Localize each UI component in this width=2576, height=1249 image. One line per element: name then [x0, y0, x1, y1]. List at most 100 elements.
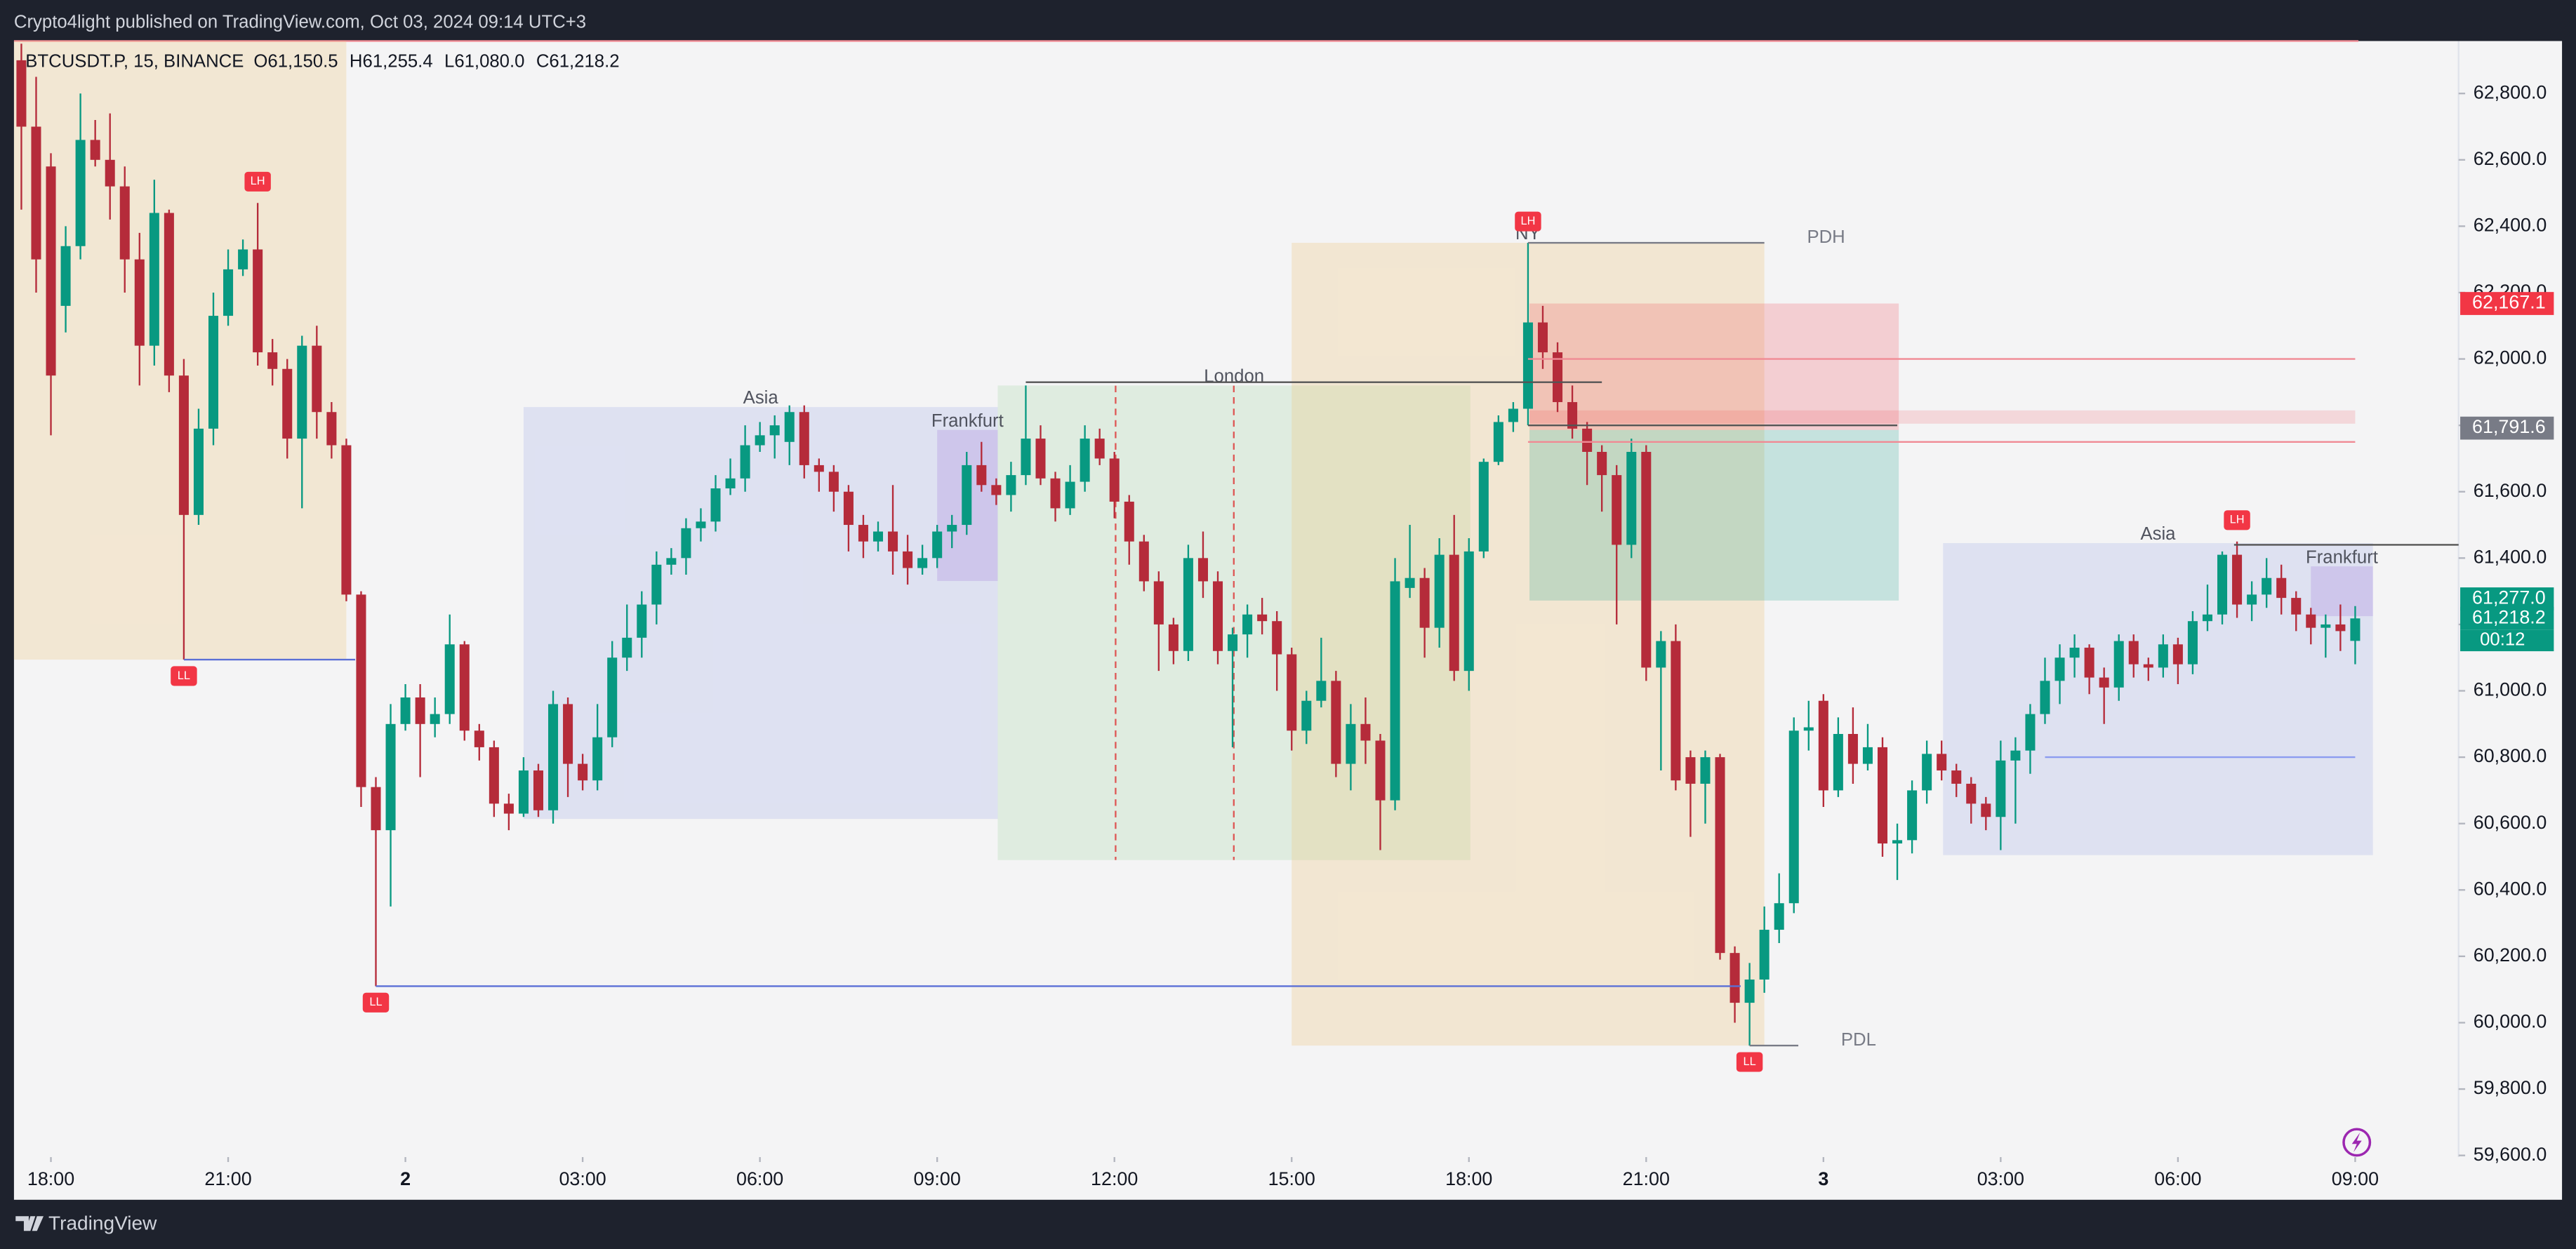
- candle-body: [814, 465, 824, 472]
- candle-body: [1553, 352, 1563, 403]
- candle-body: [2158, 644, 2168, 668]
- candle-body: [2084, 648, 2094, 678]
- legend: BTCUSDT.P, 15, BINANCE O 61,150.5 H 61,255.4…: [25, 52, 619, 72]
- candle-body: [2069, 648, 2080, 658]
- x-tick-label: 15:00: [1268, 1168, 1315, 1189]
- candle-body: [60, 246, 71, 306]
- candle-body: [518, 770, 529, 814]
- candle-body: [1197, 558, 1208, 582]
- price-tag-label: 61,277.0: [2472, 587, 2546, 608]
- candle-body: [769, 425, 780, 436]
- candle-body: [681, 528, 691, 559]
- publisher: Crypto4light published on TradingView.co…: [14, 13, 586, 32]
- candle-body: [1080, 439, 1090, 482]
- countdown-bg: [2460, 629, 2554, 652]
- overlays: AsiaFrankfurtLondonNYAsiaFrankfurtPDHPDL…: [171, 171, 2554, 1072]
- candle-body: [1818, 700, 1828, 791]
- candle-body: [1567, 402, 1578, 429]
- candle-body: [267, 352, 278, 369]
- candle-body: [16, 60, 27, 127]
- candle-body: [193, 428, 204, 515]
- candle-body: [2113, 641, 2124, 688]
- candle-body: [489, 747, 499, 804]
- candle-body: [208, 316, 219, 429]
- candle-body: [1612, 475, 1622, 545]
- replay-icon: [2342, 1128, 2372, 1157]
- session-zone: [13, 41, 347, 660]
- legend-value: 61,255.4: [363, 52, 433, 72]
- candle-body: [1597, 451, 1607, 476]
- swing-label: LH: [2230, 514, 2245, 526]
- candle-body: [90, 140, 100, 160]
- candle-body: [947, 525, 957, 532]
- candle-body: [725, 478, 736, 489]
- candle-body: [666, 558, 677, 565]
- candle-body: [1744, 979, 1755, 1003]
- session-zone: [1529, 410, 2356, 424]
- candle-body: [1996, 760, 2006, 817]
- candle-body: [1922, 754, 1932, 791]
- candle-body: [1803, 727, 1814, 731]
- candle-body: [1272, 621, 1282, 655]
- candle-body: [46, 166, 56, 376]
- candle-body: [917, 558, 928, 568]
- candle-body: [1892, 840, 1903, 844]
- candle-body: [1242, 614, 1253, 635]
- swing-label: LH: [251, 175, 265, 187]
- legend-key: H: [350, 52, 363, 72]
- x-tick-label: 12:00: [1091, 1168, 1138, 1189]
- symbol: BTCUSDT.P, 15, BINANCE: [25, 52, 244, 72]
- candle-body: [2187, 621, 2198, 664]
- candle-body: [1877, 747, 1888, 844]
- swing-label: LL: [369, 996, 382, 1008]
- candle-body: [2291, 598, 2302, 615]
- candle-body: [1168, 624, 1179, 651]
- legend-value: 61,080.0: [454, 52, 524, 72]
- candle-body: [872, 531, 884, 542]
- candle-body: [105, 159, 115, 187]
- candle-body: [1419, 577, 1430, 628]
- x-tick-label: 3: [1818, 1168, 1828, 1189]
- candle-body: [2099, 677, 2109, 688]
- candle-body: [828, 472, 839, 492]
- price-tag: [2460, 416, 2554, 440]
- swing-badge: [2224, 510, 2250, 530]
- candle-body: [563, 704, 573, 764]
- x-tick-label: 03:00: [1977, 1168, 2024, 1189]
- candle-body: [2128, 641, 2139, 664]
- candle-body: [1685, 757, 1696, 784]
- x-tick-label: 21:00: [1623, 1168, 1670, 1189]
- candle-body: [1138, 541, 1149, 582]
- candle-body: [2276, 577, 2287, 599]
- candle-body: [1360, 723, 1371, 741]
- swing-badge: [1736, 1052, 1763, 1072]
- level-label: PDH: [1807, 227, 1845, 247]
- chart-area: [13, 41, 2563, 1200]
- session-label: Frankfurt: [2306, 547, 2378, 567]
- candle-body: [1759, 930, 1770, 980]
- x-tick-label: 18:00: [1445, 1168, 1492, 1189]
- candles: [16, 44, 2361, 1046]
- x-tick-label: 09:00: [2332, 1168, 2379, 1189]
- candle-body: [341, 445, 352, 595]
- candle-body: [503, 803, 514, 814]
- candle-body: [710, 488, 721, 522]
- price-tag-label: 61,791.6: [2472, 416, 2546, 437]
- y-tick-label: 62,400.0: [2474, 214, 2547, 235]
- candle-body: [1301, 700, 1312, 731]
- legend-value: 61,150.5: [267, 52, 338, 72]
- candle-body: [1862, 747, 1873, 764]
- candle-body: [843, 491, 854, 526]
- candle-body: [312, 345, 322, 413]
- candle-body: [371, 787, 381, 831]
- candle-body: [1183, 558, 1193, 651]
- candle-body: [533, 770, 544, 810]
- x-tick-label: 03:00: [559, 1168, 606, 1189]
- candle-body: [1109, 458, 1120, 502]
- candle-body: [1390, 581, 1400, 801]
- candle-body: [1951, 770, 1962, 784]
- candle-body: [2247, 594, 2257, 605]
- session-zone: [2311, 566, 2373, 617]
- y-tick-label: 60,000.0: [2474, 1011, 2547, 1032]
